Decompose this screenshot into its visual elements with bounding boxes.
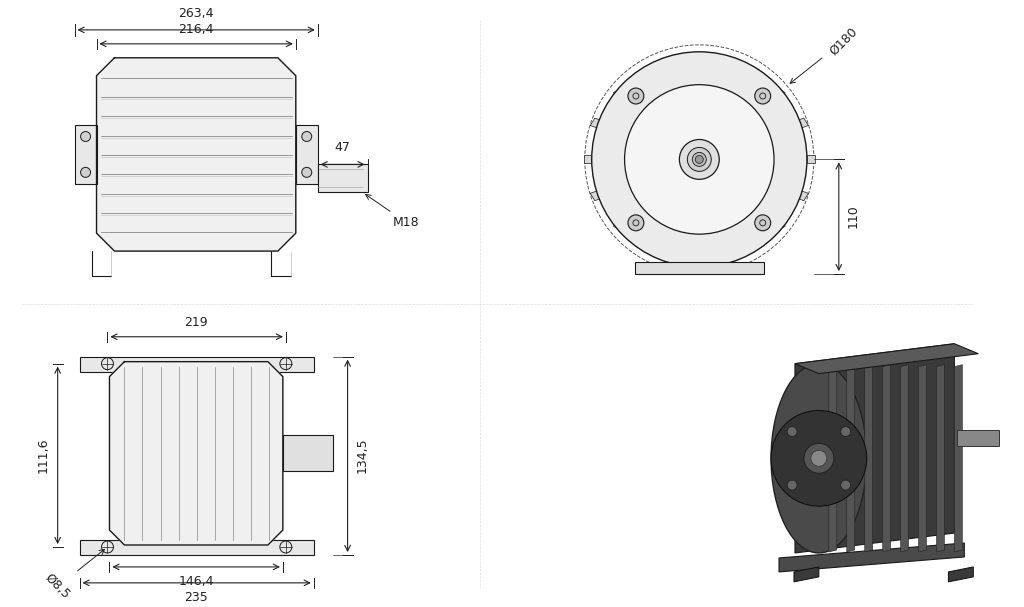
Polygon shape <box>771 87 785 98</box>
Circle shape <box>302 132 311 141</box>
Polygon shape <box>75 124 96 185</box>
Polygon shape <box>828 365 837 552</box>
Polygon shape <box>954 365 963 552</box>
Circle shape <box>841 427 851 436</box>
Text: Ø180: Ø180 <box>791 24 860 83</box>
Text: 216,4: 216,4 <box>178 23 214 36</box>
Circle shape <box>625 85 774 234</box>
Polygon shape <box>735 242 750 252</box>
Circle shape <box>592 52 807 267</box>
Circle shape <box>81 168 90 177</box>
Polygon shape <box>794 567 819 582</box>
Circle shape <box>687 148 712 171</box>
Text: 47: 47 <box>335 141 350 154</box>
Text: 134,5: 134,5 <box>355 438 369 473</box>
Circle shape <box>787 480 797 490</box>
Circle shape <box>628 88 644 104</box>
Polygon shape <box>584 155 592 163</box>
Circle shape <box>755 88 771 104</box>
Ellipse shape <box>771 364 866 553</box>
Circle shape <box>787 427 797 436</box>
Polygon shape <box>797 191 808 201</box>
Text: 146,4: 146,4 <box>178 575 214 588</box>
Polygon shape <box>919 365 927 552</box>
Polygon shape <box>797 118 808 128</box>
Polygon shape <box>807 155 815 163</box>
Polygon shape <box>110 362 283 545</box>
Polygon shape <box>96 58 296 251</box>
Polygon shape <box>80 357 313 371</box>
Polygon shape <box>693 251 706 257</box>
Circle shape <box>811 450 826 466</box>
Text: 235: 235 <box>184 591 208 604</box>
Text: 111,6: 111,6 <box>37 438 50 473</box>
Polygon shape <box>649 242 664 252</box>
Circle shape <box>695 155 703 163</box>
Text: M18: M18 <box>366 194 419 229</box>
Polygon shape <box>771 222 785 232</box>
Polygon shape <box>883 365 891 552</box>
Polygon shape <box>779 543 965 572</box>
Circle shape <box>302 168 311 177</box>
Circle shape <box>81 132 90 141</box>
Circle shape <box>804 443 834 473</box>
Polygon shape <box>936 365 944 552</box>
Text: 219: 219 <box>184 316 208 329</box>
Polygon shape <box>735 67 750 76</box>
Circle shape <box>679 140 719 179</box>
Polygon shape <box>296 124 317 185</box>
Polygon shape <box>693 61 706 68</box>
Circle shape <box>841 480 851 490</box>
Polygon shape <box>795 344 978 374</box>
Polygon shape <box>864 365 872 552</box>
Polygon shape <box>80 540 313 555</box>
Polygon shape <box>590 191 602 201</box>
Circle shape <box>692 152 707 166</box>
Polygon shape <box>613 222 628 232</box>
Polygon shape <box>957 430 999 446</box>
Polygon shape <box>847 365 855 552</box>
Polygon shape <box>795 344 954 553</box>
Text: Ø8,5: Ø8,5 <box>42 549 104 602</box>
Circle shape <box>628 215 644 231</box>
Circle shape <box>771 410 866 506</box>
Text: 263,4: 263,4 <box>178 7 214 20</box>
Polygon shape <box>590 118 602 128</box>
Text: 110: 110 <box>847 205 860 228</box>
Polygon shape <box>635 262 764 274</box>
Circle shape <box>755 215 771 231</box>
Polygon shape <box>283 435 333 471</box>
Polygon shape <box>649 67 664 76</box>
Polygon shape <box>317 164 368 192</box>
Polygon shape <box>613 87 628 98</box>
Polygon shape <box>948 567 973 582</box>
Polygon shape <box>900 365 908 552</box>
